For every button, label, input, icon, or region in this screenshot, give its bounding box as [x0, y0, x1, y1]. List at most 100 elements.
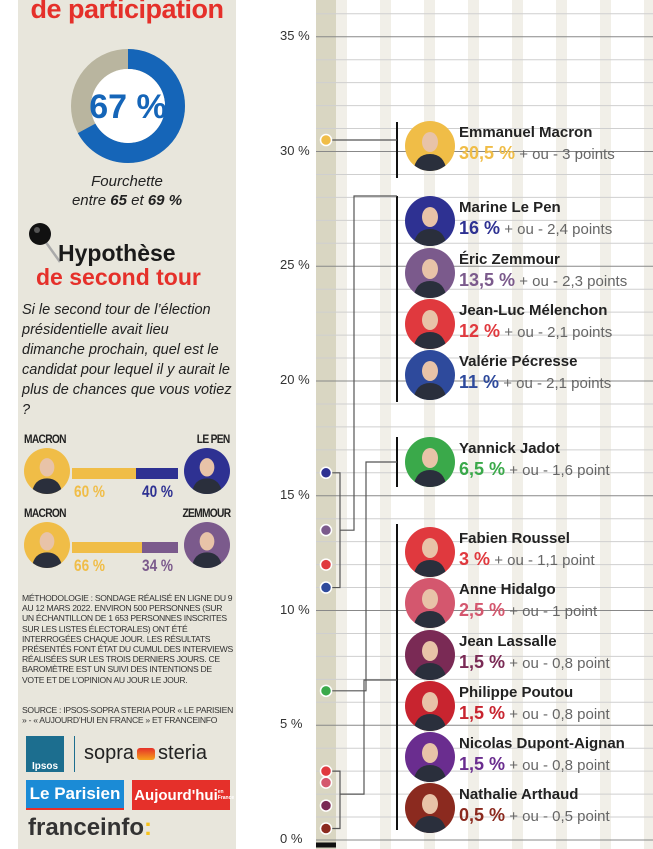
y-tick-label: 35 %: [280, 27, 310, 43]
candidate-name: Jean-Luc Mélenchon: [459, 302, 608, 319]
source-text: SOURCE : IPSOS-SOPRA STERIA POUR « LE PA…: [22, 705, 233, 725]
candidate-score: 12 % + ou - 2,1 points: [459, 321, 612, 342]
range-high: 69 %: [147, 192, 183, 209]
stripe: [600, 0, 611, 849]
candidate-margin: + ou - 1,1 point: [494, 552, 595, 569]
connector-line: [340, 195, 397, 531]
stripe: [512, 0, 523, 849]
candidate-score: 16 % + ou - 2,4 points: [459, 218, 612, 239]
candidate-margin: + ou - 0,8 point: [509, 655, 610, 672]
candidate-name: Jean Lassalle: [459, 633, 557, 650]
candidate-name: Yannick Jadot: [459, 440, 560, 457]
stripe: [336, 0, 347, 849]
donut-value-arc: [71, 49, 185, 163]
candidate-percent: 11 %: [459, 372, 500, 392]
duel-right-pct: 34 %: [142, 556, 173, 575]
duel-0: MACRON LE PEN 60 % 40 %: [24, 432, 231, 501]
stripe: [424, 0, 435, 849]
duel-left-name: MACRON: [24, 432, 67, 446]
duel-left-photo: [24, 448, 70, 494]
candidate-score: 0,5 % + ou - 0,5 point: [459, 805, 610, 826]
y-tick-label: 20 %: [280, 372, 310, 387]
second-round-title: Hypothèse: [58, 240, 176, 266]
candidate-photo: [405, 732, 455, 782]
range-text: entre: [71, 192, 111, 209]
logo-text: steria: [158, 742, 207, 764]
duel-right-bar: [141, 542, 178, 553]
second-round-question: Si le second tour de l’élection présiden…: [22, 302, 232, 418]
range-low: 65: [110, 192, 127, 209]
candidate-margin: + ou - 0,8 point: [509, 757, 610, 774]
left-panel: de participation 67 % Fourchette entre 6…: [18, 0, 236, 849]
candidate-dot: [319, 466, 333, 480]
candidate-dot: [319, 558, 333, 571]
candidate-photo: [405, 299, 455, 349]
candidate-dot: [319, 581, 333, 594]
candidate-photo: [405, 437, 455, 487]
candidate-photo: [405, 630, 455, 680]
candidate-score: 13,5 % + ou - 2,3 points: [459, 270, 627, 291]
candidate-dot: [319, 799, 333, 812]
y-tick-label: 15 %: [280, 486, 310, 502]
participation-value: 67 %: [89, 88, 167, 126]
candidate-margin: + ou - 1 point: [509, 603, 598, 620]
y-tick-label: 5 %: [280, 716, 303, 732]
candidate-name: Marine Le Pen: [459, 199, 561, 216]
aujourdhui-logo: Aujourd'hui en France: [132, 780, 234, 810]
duel-right-bar: [135, 468, 178, 479]
candidate-photo: [405, 527, 455, 577]
range-line1: Fourchette: [91, 173, 163, 190]
candidate-dot: [319, 822, 333, 835]
candidate-percent: 0,5 %: [459, 805, 506, 825]
stripe: [468, 0, 479, 849]
duel-1: MACRON ZEMMOUR 66 % 34 %: [24, 506, 231, 575]
candidate-score: 2,5 % + ou - 1 point: [459, 600, 597, 621]
connector-line: [340, 679, 397, 795]
candidate-dot: [319, 764, 333, 778]
candidate-score: 1,5 % + ou - 0,8 point: [459, 703, 610, 724]
candidate-name: Anne Hidalgo: [459, 581, 556, 598]
logo-text: sopra: [84, 742, 135, 764]
candidate-margin: + ou - 2,1 points: [504, 324, 613, 341]
candidate-percent: 12 %: [459, 321, 501, 341]
candidate-score: 6,5 % + ou - 1,6 point: [459, 459, 610, 480]
duel-right-pct: 40 %: [142, 482, 173, 501]
participation-range: Fourchette entre 65 et 69 %: [18, 172, 236, 210]
y-tick-label: 0 %: [280, 831, 303, 846]
stripe: [644, 0, 653, 849]
candidate-margin: + ou - 2,1 points: [503, 375, 612, 392]
y-tick-label: 10 %: [280, 601, 310, 617]
candidate-margin: + ou - 3 points: [519, 146, 615, 163]
candidate-name: Fabien Roussel: [459, 530, 570, 547]
franceinfo-logo: franceinfo:: [28, 814, 152, 842]
duel-right-photo: [184, 522, 230, 568]
sopra-steria-logo: sopra steria: [84, 742, 207, 765]
duel-left-pct: 60 %: [74, 482, 105, 501]
candidate-dot: [319, 776, 333, 789]
stripe: [380, 0, 391, 849]
candidate-name: Philippe Poutou: [459, 684, 574, 701]
duel-right-name: LE PEN: [197, 432, 230, 446]
candidate-photo: [405, 121, 455, 171]
candidate-name: Nicolas Dupont-Aignan: [459, 735, 625, 752]
duel-right-photo: [184, 448, 230, 494]
first-round-chart: [316, 0, 653, 849]
candidate-percent: 1,5 %: [459, 754, 506, 774]
duel-left-bar: [72, 542, 142, 553]
axis-band: [316, 0, 336, 849]
connector-line: [332, 461, 397, 692]
duel-right-name: ZEMMOUR: [182, 506, 231, 520]
candidate-dot: [319, 684, 333, 698]
participation-donut: 67 %: [71, 49, 185, 163]
candidate-name: Emmanuel Macron: [459, 124, 593, 141]
methodology-text: Méthodologie : sondage réalisé en ligne …: [22, 593, 233, 685]
candidate-score: 3 % + ou - 1,1 point: [459, 549, 595, 570]
candidate-margin: + ou - 2,4 points: [504, 221, 613, 238]
candidate-percent: 16 %: [459, 218, 501, 238]
range-text: et: [126, 192, 148, 209]
candidate-margin: + ou - 0,5 point: [509, 808, 610, 825]
candidate-percent: 2,5 %: [459, 600, 506, 620]
candidate-percent: 1,5 %: [459, 703, 506, 723]
logo-text: franceinfo: [28, 814, 145, 841]
participation-title: de participation: [30, 0, 224, 24]
